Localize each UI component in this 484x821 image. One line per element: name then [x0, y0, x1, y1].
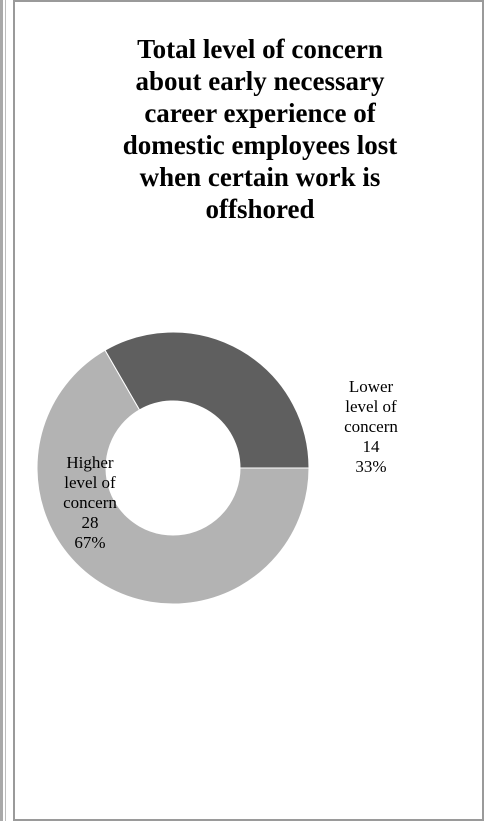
- data-label-higher-concern: Higher level of concern 28 67%: [63, 453, 117, 552]
- left-border-rule: [0, 0, 3, 821]
- data-label-line: 28: [82, 513, 99, 532]
- donut-slices: [36, 331, 310, 605]
- chart-right-border: [482, 0, 484, 821]
- chart-title: Total level of concern about early neces…: [122, 34, 398, 224]
- donut-slice-lower-concern: [104, 331, 310, 469]
- slice-labels: Lower level of concern 14 33%Higher level of c…: [63, 377, 398, 552]
- data-label-line: Lower: [349, 377, 394, 396]
- data-label-lower-concern: Lower level of concern 14 33%: [344, 377, 398, 476]
- data-label-line: 14: [363, 437, 381, 456]
- chart-top-border: [13, 0, 484, 2]
- left-border-rule-thin: [5, 0, 6, 821]
- data-label-line: 33%: [355, 457, 386, 476]
- data-label-line: Higher: [66, 453, 114, 472]
- chart-bottom-border: [13, 819, 484, 821]
- data-label-line: level of: [64, 473, 116, 492]
- data-label-line: 67%: [74, 533, 105, 552]
- chart-left-border: [13, 0, 15, 821]
- data-label-line: concern: [344, 417, 398, 436]
- data-label-line: concern: [63, 493, 117, 512]
- data-label-line: level of: [345, 397, 397, 416]
- donut-slice-higher-concern: [36, 349, 310, 605]
